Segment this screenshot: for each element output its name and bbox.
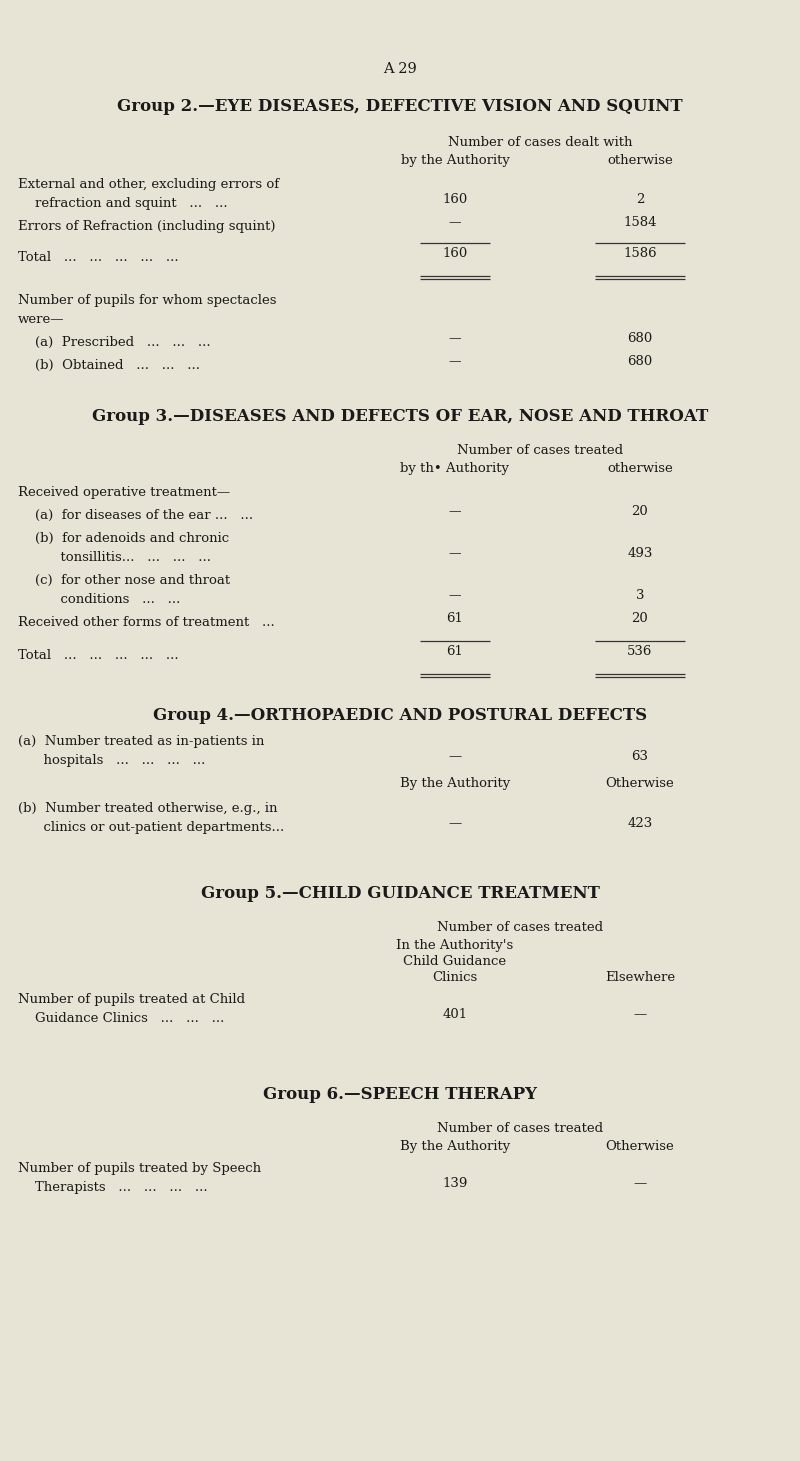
Text: conditions   ...   ...: conditions ... ... [18, 593, 180, 606]
Text: Guidance Clinics   ...   ...   ...: Guidance Clinics ... ... ... [18, 1012, 224, 1026]
Text: Number of cases treated: Number of cases treated [437, 920, 603, 934]
Text: by the Authority: by the Authority [401, 153, 510, 167]
Text: External and other, excluding errors of: External and other, excluding errors of [18, 178, 279, 191]
Text: refraction and squint   ...   ...: refraction and squint ... ... [18, 197, 228, 210]
Text: Total   ...   ...   ...   ...   ...: Total ... ... ... ... ... [18, 251, 178, 264]
Text: 423: 423 [627, 817, 653, 830]
Text: 160: 160 [442, 247, 468, 260]
Text: By the Authority: By the Authority [400, 1140, 510, 1153]
Text: Elsewhere: Elsewhere [605, 972, 675, 985]
Text: Number of cases treated: Number of cases treated [437, 1122, 603, 1135]
Text: Number of pupils treated at Child: Number of pupils treated at Child [18, 993, 245, 1007]
Text: 680: 680 [627, 332, 653, 345]
Text: 20: 20 [632, 612, 648, 625]
Text: In the Authority's: In the Authority's [396, 939, 514, 953]
Text: (b)  Obtained   ...   ...   ...: (b) Obtained ... ... ... [18, 359, 200, 373]
Text: (c)  for other nose and throat: (c) for other nose and throat [18, 574, 230, 587]
Text: Number of cases treated: Number of cases treated [457, 444, 623, 457]
Text: Total   ...   ...   ...   ...   ...: Total ... ... ... ... ... [18, 649, 178, 662]
Text: Otherwise: Otherwise [606, 1140, 674, 1153]
Text: —: — [448, 749, 462, 763]
Text: were—: were— [18, 313, 65, 326]
Text: Group 4.—ORTHOPAEDIC AND POSTURAL DEFECTS: Group 4.—ORTHOPAEDIC AND POSTURAL DEFECT… [153, 707, 647, 725]
Text: hospitals   ...   ...   ...   ...: hospitals ... ... ... ... [18, 754, 206, 767]
Text: By the Authority: By the Authority [400, 777, 510, 790]
Text: 63: 63 [631, 749, 649, 763]
Text: (a)  Number treated as in-patients in: (a) Number treated as in-patients in [18, 735, 264, 748]
Text: —: — [449, 332, 462, 345]
Text: (a)  for diseases of the ear ...   ...: (a) for diseases of the ear ... ... [18, 508, 253, 522]
Text: Number of pupils for whom spectacles: Number of pupils for whom spectacles [18, 294, 277, 307]
Text: 1586: 1586 [623, 247, 657, 260]
Text: A 29: A 29 [383, 61, 417, 76]
Text: Number of pupils treated by Speech: Number of pupils treated by Speech [18, 1161, 261, 1175]
Text: 139: 139 [442, 1178, 468, 1191]
Text: 1584: 1584 [623, 216, 657, 229]
Text: 680: 680 [627, 355, 653, 368]
Text: (a)  Prescribed   ...   ...   ...: (a) Prescribed ... ... ... [18, 336, 210, 349]
Text: clinics or out-patient departments...: clinics or out-patient departments... [18, 821, 284, 834]
Text: —: — [449, 216, 462, 229]
Text: 61: 61 [446, 644, 463, 657]
Text: tonsillitis...   ...   ...   ...: tonsillitis... ... ... ... [18, 551, 211, 564]
Text: —: — [634, 1008, 646, 1021]
Text: otherwise: otherwise [607, 153, 673, 167]
Text: Otherwise: Otherwise [606, 777, 674, 790]
Text: by th• Authority: by th• Authority [401, 462, 510, 475]
Text: Group 6.—SPEECH THERAPY: Group 6.—SPEECH THERAPY [263, 1086, 537, 1103]
Text: otherwise: otherwise [607, 462, 673, 475]
Text: 493: 493 [627, 546, 653, 560]
Text: —: — [449, 546, 462, 560]
Text: 160: 160 [442, 193, 468, 206]
Text: —: — [634, 1178, 646, 1191]
Text: Group 2.—EYE DISEASES, DEFECTIVE VISION AND SQUINT: Group 2.—EYE DISEASES, DEFECTIVE VISION … [117, 98, 683, 115]
Text: Group 3.—DISEASES AND DEFECTS OF EAR, NOSE AND THROAT: Group 3.—DISEASES AND DEFECTS OF EAR, NO… [92, 408, 708, 425]
Text: —: — [448, 817, 462, 830]
Text: 401: 401 [442, 1008, 467, 1021]
Text: 3: 3 [636, 589, 644, 602]
Text: Errors of Refraction (including squint): Errors of Refraction (including squint) [18, 221, 275, 232]
Text: Received other forms of treatment   ...: Received other forms of treatment ... [18, 617, 274, 630]
Text: 2: 2 [636, 193, 644, 206]
Text: Therapists   ...   ...   ...   ...: Therapists ... ... ... ... [18, 1180, 208, 1194]
Text: —: — [449, 589, 462, 602]
Text: —: — [449, 355, 462, 368]
Text: 20: 20 [632, 506, 648, 519]
Text: —: — [449, 506, 462, 519]
Text: Group 5.—CHILD GUIDANCE TREATMENT: Group 5.—CHILD GUIDANCE TREATMENT [201, 885, 599, 901]
Text: Number of cases dealt with: Number of cases dealt with [448, 136, 632, 149]
Text: 536: 536 [627, 644, 653, 657]
Text: Clinics: Clinics [432, 972, 478, 985]
Text: (b)  for adenoids and chronic: (b) for adenoids and chronic [18, 532, 229, 545]
Text: 61: 61 [446, 612, 463, 625]
Text: Child Guidance: Child Guidance [403, 955, 506, 969]
Text: (b)  Number treated otherwise, e.g., in: (b) Number treated otherwise, e.g., in [18, 802, 278, 815]
Text: Received operative treatment—: Received operative treatment— [18, 487, 230, 500]
